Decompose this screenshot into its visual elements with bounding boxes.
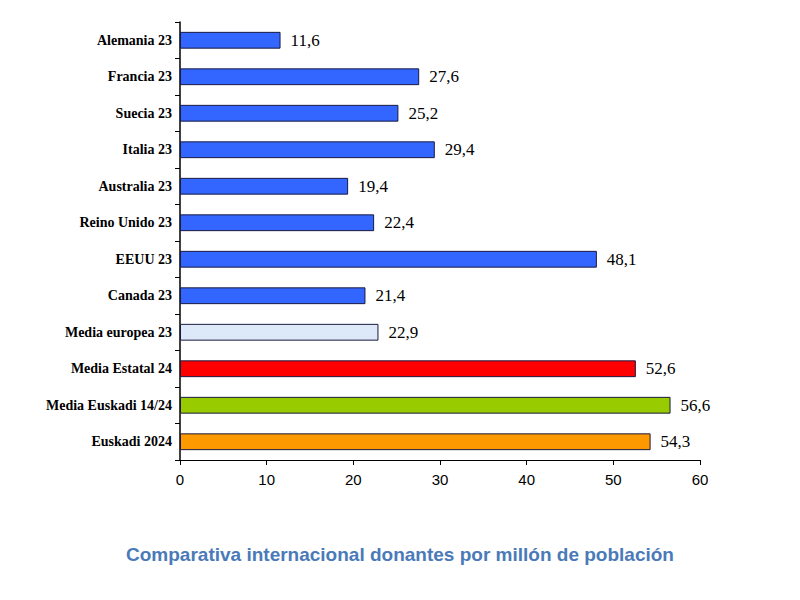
svg-text:11,6: 11,6	[291, 31, 320, 50]
svg-text:22,9: 22,9	[388, 323, 418, 342]
svg-text:50: 50	[605, 471, 622, 488]
svg-text:Media Euskadi 14/24: Media Euskadi 14/24	[46, 398, 172, 413]
svg-text:48,1: 48,1	[607, 250, 637, 269]
svg-text:21,4: 21,4	[375, 286, 405, 305]
svg-text:Canada 23: Canada 23	[108, 288, 172, 303]
svg-text:19,4: 19,4	[358, 177, 388, 196]
svg-text:40: 40	[518, 471, 535, 488]
svg-text:Media Estatal 24: Media Estatal 24	[71, 361, 172, 376]
svg-text:Suecia 23: Suecia 23	[116, 106, 172, 121]
svg-text:54,3: 54,3	[661, 432, 691, 451]
svg-text:27,6: 27,6	[429, 67, 459, 86]
svg-text:56,6: 56,6	[681, 396, 711, 415]
svg-text:Euskadi 2024: Euskadi 2024	[91, 434, 172, 449]
svg-text:22,4: 22,4	[384, 213, 414, 232]
svg-text:30: 30	[432, 471, 449, 488]
svg-text:Alemania 23: Alemania 23	[97, 33, 172, 48]
svg-text:EEUU 23: EEUU 23	[116, 252, 172, 267]
svg-text:Francia 23: Francia 23	[108, 69, 172, 84]
svg-text:Reino Unido 23: Reino Unido 23	[79, 215, 172, 230]
svg-text:Australia 23: Australia 23	[99, 179, 173, 194]
svg-text:60: 60	[692, 471, 709, 488]
svg-text:25,2: 25,2	[408, 104, 438, 123]
svg-text:29,4: 29,4	[445, 140, 475, 159]
svg-text:52,6: 52,6	[646, 359, 676, 378]
svg-text:Media europea 23: Media europea 23	[65, 325, 172, 340]
svg-text:20: 20	[345, 471, 362, 488]
svg-text:0: 0	[176, 471, 184, 488]
svg-text:Comparativa internacional dona: Comparativa internacional donantes por m…	[126, 544, 674, 565]
svg-text:Italia 23: Italia 23	[123, 142, 172, 157]
svg-text:10: 10	[258, 471, 275, 488]
